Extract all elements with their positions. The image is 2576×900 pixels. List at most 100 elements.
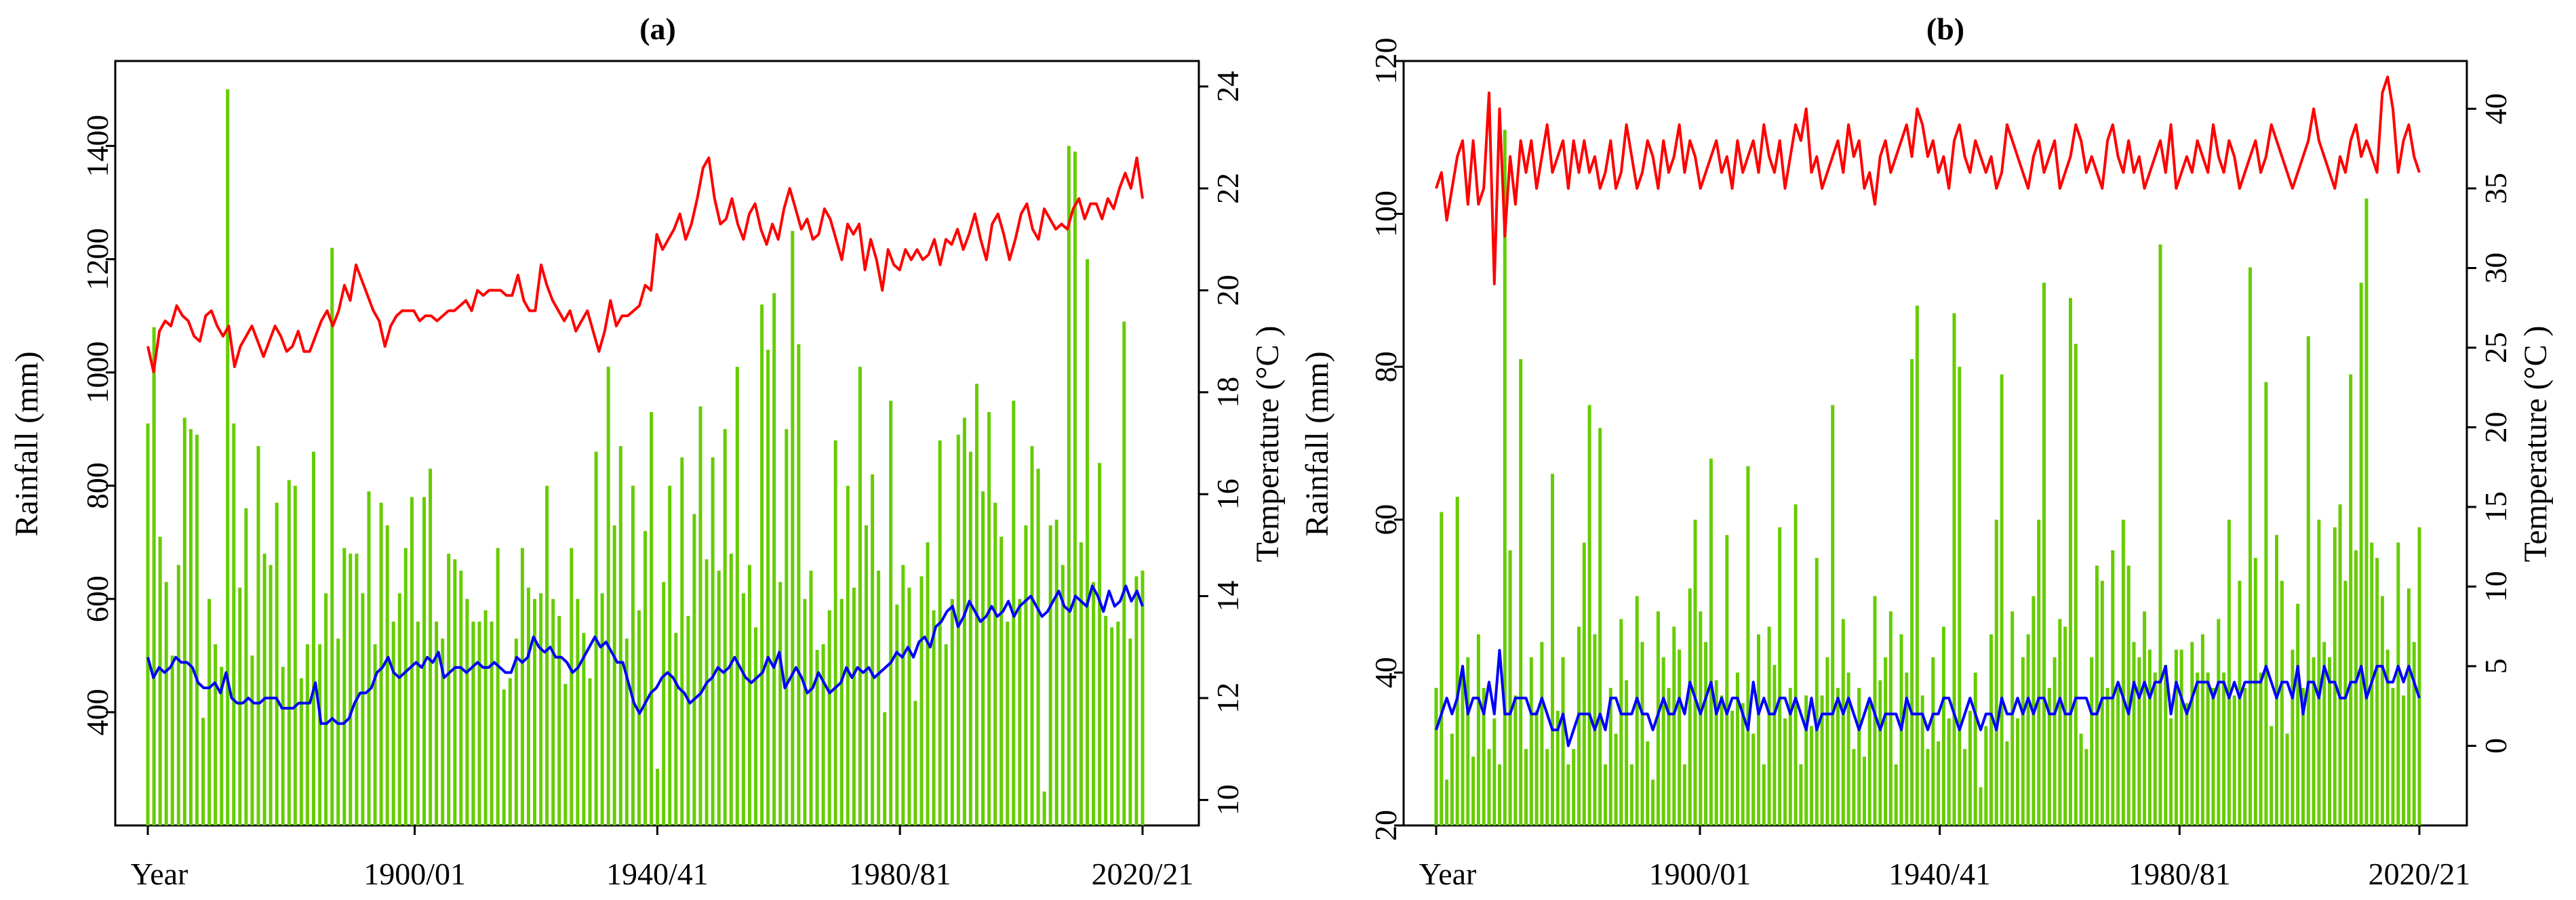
- panel-b-rainfall-bar: [2053, 657, 2057, 825]
- panel-a-rainfall-bar: [809, 571, 813, 825]
- panel-a-rainfall-bar: [232, 423, 236, 825]
- panel-b-rainfall-bar: [1836, 688, 1840, 825]
- panel-b-rainfall-bar: [1503, 129, 1507, 825]
- panel-b-rainfall-bar: [2412, 642, 2416, 825]
- panel-b-rainfall-bar: [1825, 657, 1829, 825]
- panel-a-rainfall-bar: [926, 542, 930, 825]
- panel-a-rainfall-bar: [557, 615, 561, 825]
- panel-b-rainfall-bar: [1450, 733, 1454, 825]
- panel-b-rainfall-bar: [1778, 527, 1782, 825]
- panel-b-rainfall-bar: [2026, 634, 2030, 825]
- panel-b-rainfall-bar: [2074, 344, 2078, 825]
- panel-b-rainfall-bar: [1529, 657, 1533, 825]
- panel-b-rainfall-bar: [2147, 649, 2152, 825]
- panel-b-y-axis-title: Rainfall (mm): [1299, 351, 1335, 536]
- panel-a-rainfall-bar: [287, 480, 291, 825]
- panel-b-rainfall-bar: [2253, 558, 2257, 825]
- panel-a-rainfall-bar: [919, 576, 924, 825]
- panel-a-rainfall-bar: [471, 621, 475, 825]
- panel-b-rainfall-bar: [1572, 749, 1576, 825]
- panel-b-rainfall-bar: [2042, 283, 2046, 826]
- panel-a-rainfall-bar: [968, 451, 972, 825]
- panel-a-rainfall-bar: [526, 588, 530, 825]
- panel-a-rainfall-bar: [1018, 598, 1022, 825]
- panel-a-y2-tick-label: 12: [1210, 682, 1245, 714]
- panel-a-y-tick-label: 800: [80, 462, 115, 509]
- panel-a-rainfall-bar: [1030, 446, 1034, 825]
- panel-a-y-tick-label: 1200: [80, 228, 115, 290]
- panel-b-rainfall-bar: [2333, 527, 2337, 825]
- panel-b-rainfall-bar: [1820, 695, 1824, 825]
- panel-a-x-label-year: Year: [131, 857, 189, 891]
- panel-a-rainfall-bar: [520, 548, 524, 825]
- panel-a-rainfall-bar: [932, 610, 936, 825]
- panel-b-rainfall-bar: [1741, 703, 1745, 825]
- panel-b-y2-tick-label: 35: [2478, 173, 2513, 204]
- panel-a-rainfall-bar: [1110, 627, 1114, 825]
- panel-b-rainfall-bar: [1551, 474, 1554, 825]
- panel-b-x-tick-label: 1980/81: [2128, 857, 2231, 891]
- panel-a-rainfall-bar: [514, 638, 518, 825]
- panel-b-x-axis: 1900/01 1940/41 1980/81 2020/21: [1435, 825, 2470, 891]
- panel-a-rainfall-bar: [1054, 519, 1058, 825]
- panel-a-y-axis-title: Rainfall (mm): [9, 351, 45, 536]
- panel-b-rainfall-bar: [1989, 634, 1993, 825]
- panel-b-rainfall-bar: [1941, 626, 1945, 825]
- panel-b-rainfall-bar: [2312, 657, 2316, 825]
- panel-a-rainfall-bar: [483, 610, 488, 825]
- panel-a-y2-tick-label: 22: [1210, 173, 1245, 204]
- panel-a-rainfall-bar: [839, 598, 844, 825]
- panel-b-rainfall-bar: [1831, 405, 1835, 825]
- panel-b-rainfall-bar: [1566, 764, 1570, 825]
- panel-a-x-tick-label: 2020/21: [1092, 857, 1194, 891]
- panel-b-rainfall-bar: [1767, 626, 1771, 825]
- panel-a-rainfall-bar: [379, 502, 383, 825]
- panel-a-rainfall-bar: [262, 553, 266, 825]
- panel-a-rainfall-bar: [760, 304, 764, 825]
- panel-b-rainfall-bar: [1524, 749, 1528, 825]
- panel-b-y-tick-label: 20: [1368, 810, 1403, 841]
- panel-a-rainfall-bar: [1122, 321, 1126, 825]
- panel-a-rainfall-bar: [1141, 571, 1145, 825]
- panel-b-x-tick-label: 1900/01: [1649, 857, 1751, 891]
- panel-b-rainfall-bar: [2021, 657, 2025, 825]
- panel-a-rainfall-bar: [600, 593, 604, 825]
- panel-b-rainfall-bar: [2270, 726, 2274, 825]
- panel-a-rainfall-bar: [545, 485, 549, 825]
- panel-b-rainfall-bar: [1968, 710, 1972, 825]
- panel-b-rainfall-bar: [1772, 665, 1777, 825]
- panel-b-y2-tick-label: 10: [2478, 571, 2513, 602]
- panel-b-rainfall-bar: [2179, 649, 2183, 825]
- panel-a-rainfall-bar: [373, 644, 377, 825]
- panel-a-x-axis: 1900/01 1940/41 1980/81 2020/21: [146, 825, 1194, 891]
- panel-a-rainfall-bar: [618, 446, 622, 825]
- panel-a-rainfall-bar: [226, 89, 230, 825]
- panel-a-rainfall-bar: [533, 598, 536, 825]
- panel-b-rainfall-bar: [1979, 787, 1983, 825]
- panel-a-rainfall-bar: [987, 412, 991, 825]
- panel-b-rainfall-bar: [2217, 619, 2221, 825]
- panel-b-rainfall-bar: [2275, 535, 2278, 825]
- panel-b-rainfall-bar: [1730, 710, 1735, 825]
- panel-b-rainfall-bar: [2359, 283, 2363, 826]
- panel-a-rainfall-bar: [201, 718, 205, 825]
- panel-b-rainfall-bar: [2037, 519, 2041, 825]
- panel-a-rainfall-bar: [164, 581, 168, 825]
- panel-b-rainfall-bar: [1709, 458, 1713, 825]
- panel-a-rainfall-bar: [907, 588, 911, 825]
- panel-b-rainfall-bar: [1762, 764, 1766, 825]
- panel-a-rainfall-bar: [502, 689, 506, 825]
- panel-a-rainfall-bar: [299, 678, 303, 825]
- panel-b-rainfall-bar: [2396, 542, 2400, 825]
- panel-b-rainfall-bar: [1888, 611, 1893, 825]
- panel-b-rainfall-bar: [1704, 642, 1708, 825]
- panel-b-rainfall-bar: [1915, 306, 1919, 825]
- panel-a-rainfall-bar: [152, 327, 156, 825]
- panel-a-rainfall-bar: [361, 593, 365, 825]
- panel-a-rainfall-bar: [410, 497, 414, 825]
- panel-a-rainfall-bar: [441, 638, 445, 825]
- panel-a-rainfall-bar: [625, 638, 629, 825]
- panel-a-rainfall-bar: [182, 417, 186, 825]
- panel-b-title: (b): [1926, 12, 1964, 46]
